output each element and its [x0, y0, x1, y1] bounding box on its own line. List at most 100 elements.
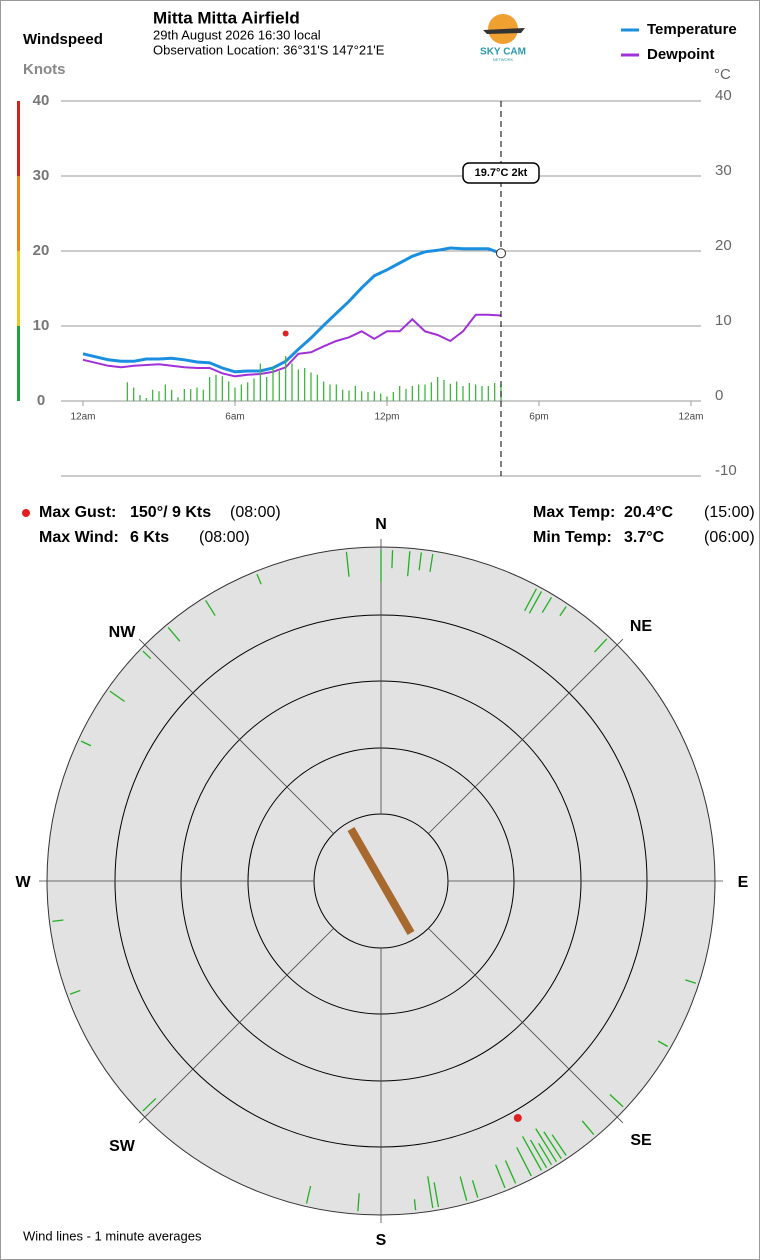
stat-label: Min Temp: [533, 529, 612, 546]
wind-line [142, 650, 152, 660]
stat-label: Max Temp: [533, 504, 615, 521]
gust-legend-dot [22, 509, 30, 517]
y2-tick-label: 20 [715, 237, 732, 254]
wind-line [256, 573, 262, 585]
compass-label: NE [630, 618, 653, 635]
scale-band [17, 251, 20, 326]
wind-line [427, 1176, 434, 1209]
wind-line [609, 1093, 624, 1108]
wind-line [516, 1147, 532, 1177]
cursor-label: 19.7°C 2kt [475, 167, 528, 179]
scale-band [17, 326, 20, 401]
gust-point [282, 330, 289, 337]
date: 29th August 2026 16:30 local [153, 27, 321, 42]
cursor-point [496, 248, 506, 259]
stat-value: 150°/ 9 Kts [130, 504, 211, 521]
wind-line [581, 1120, 595, 1135]
current-wind [347, 827, 415, 935]
series-line [82, 246, 502, 374]
x-tick-label: 12am [678, 412, 703, 423]
series-line [82, 313, 502, 378]
legend-label: Dewpoint [647, 46, 715, 63]
logo-subtext: NETWORK [493, 57, 514, 62]
y2-tick-label: 30 [715, 162, 732, 179]
wind-line [593, 638, 608, 653]
wind-line [559, 606, 567, 617]
wind-line [459, 1176, 468, 1201]
wind-line [391, 550, 394, 569]
title: Mitta Mitta Airfield [153, 8, 300, 27]
wind-line [524, 588, 537, 612]
scale-band [17, 176, 20, 251]
y2-tick-label: 10 [715, 312, 732, 329]
x-tick-label: 12am [70, 412, 95, 423]
wind-line [80, 740, 92, 747]
y-tick-label: 10 [33, 317, 50, 334]
wind-line [685, 979, 697, 984]
wind-line [521, 1136, 543, 1171]
stat-time: (08:00) [230, 504, 281, 521]
stat-value: 6 Kts [130, 529, 169, 546]
wind-line [433, 1182, 440, 1208]
y2-tick-label: 40 [715, 87, 732, 104]
gust-marker [513, 1113, 522, 1122]
y-unit: Knots [23, 61, 66, 78]
wind-line [495, 1164, 506, 1189]
logo-plane [483, 28, 525, 34]
scale-band [17, 101, 20, 176]
wind-line [413, 1199, 417, 1211]
wind-line [541, 596, 553, 614]
wind-line [69, 989, 81, 995]
wind-line [52, 919, 64, 922]
y-tick-label: 20 [33, 242, 50, 259]
legend-label: Temperature [647, 21, 737, 38]
x-tick-label: 6pm [529, 412, 548, 423]
x-tick-label: 6am [225, 412, 244, 423]
wind-line [418, 552, 422, 571]
y-title: Windspeed [23, 31, 103, 48]
wind-line [407, 551, 411, 577]
compass-label: SW [109, 1138, 136, 1155]
wind-line [657, 1040, 668, 1048]
spoke [138, 928, 334, 1124]
wind-line [345, 551, 350, 577]
y2-unit: °C [714, 66, 731, 83]
y-tick-label: 0 [37, 392, 45, 409]
note: Wind lines - 1 minute averages [23, 1228, 202, 1243]
stat-time: (15:00) [704, 504, 755, 521]
location: Observation Location: 36°31'S 147°21'E [153, 42, 385, 57]
compass-label: E [738, 874, 749, 891]
wind-line [538, 1142, 553, 1166]
logo-sun [488, 14, 518, 44]
stat-value: 20.4°C [624, 504, 674, 521]
compass-label: N [375, 516, 387, 533]
spoke [428, 928, 624, 1124]
y-tick-label: 30 [33, 167, 50, 184]
x-tick-label: 12pm [374, 412, 399, 423]
wind-line [142, 1097, 157, 1112]
wind-line [529, 1139, 548, 1168]
wind-line [543, 1131, 562, 1159]
y-tick-label: 40 [33, 92, 50, 109]
compass-label: W [15, 874, 31, 891]
logo-text: SKY CAM [480, 47, 526, 58]
compass-label: NW [109, 624, 137, 641]
spoke [138, 638, 334, 834]
wind-line [535, 1128, 557, 1163]
wind-line [471, 1180, 479, 1198]
y2-tick-label: 0 [715, 387, 723, 404]
cursor-box [462, 162, 540, 184]
stat-label: Max Wind: [39, 529, 119, 546]
stat-time: (06:00) [704, 529, 755, 546]
wind-line [167, 627, 181, 642]
stat-time: (08:00) [199, 529, 250, 546]
stat-value: 3.7°C [624, 529, 665, 546]
logo: SKY CAM NETWORK [480, 14, 526, 62]
compass-label: S [376, 1232, 387, 1249]
wind-line [551, 1134, 567, 1156]
stat-label: Max Gust: [39, 504, 116, 521]
wind-line [305, 1185, 312, 1204]
wind-line [429, 553, 434, 572]
